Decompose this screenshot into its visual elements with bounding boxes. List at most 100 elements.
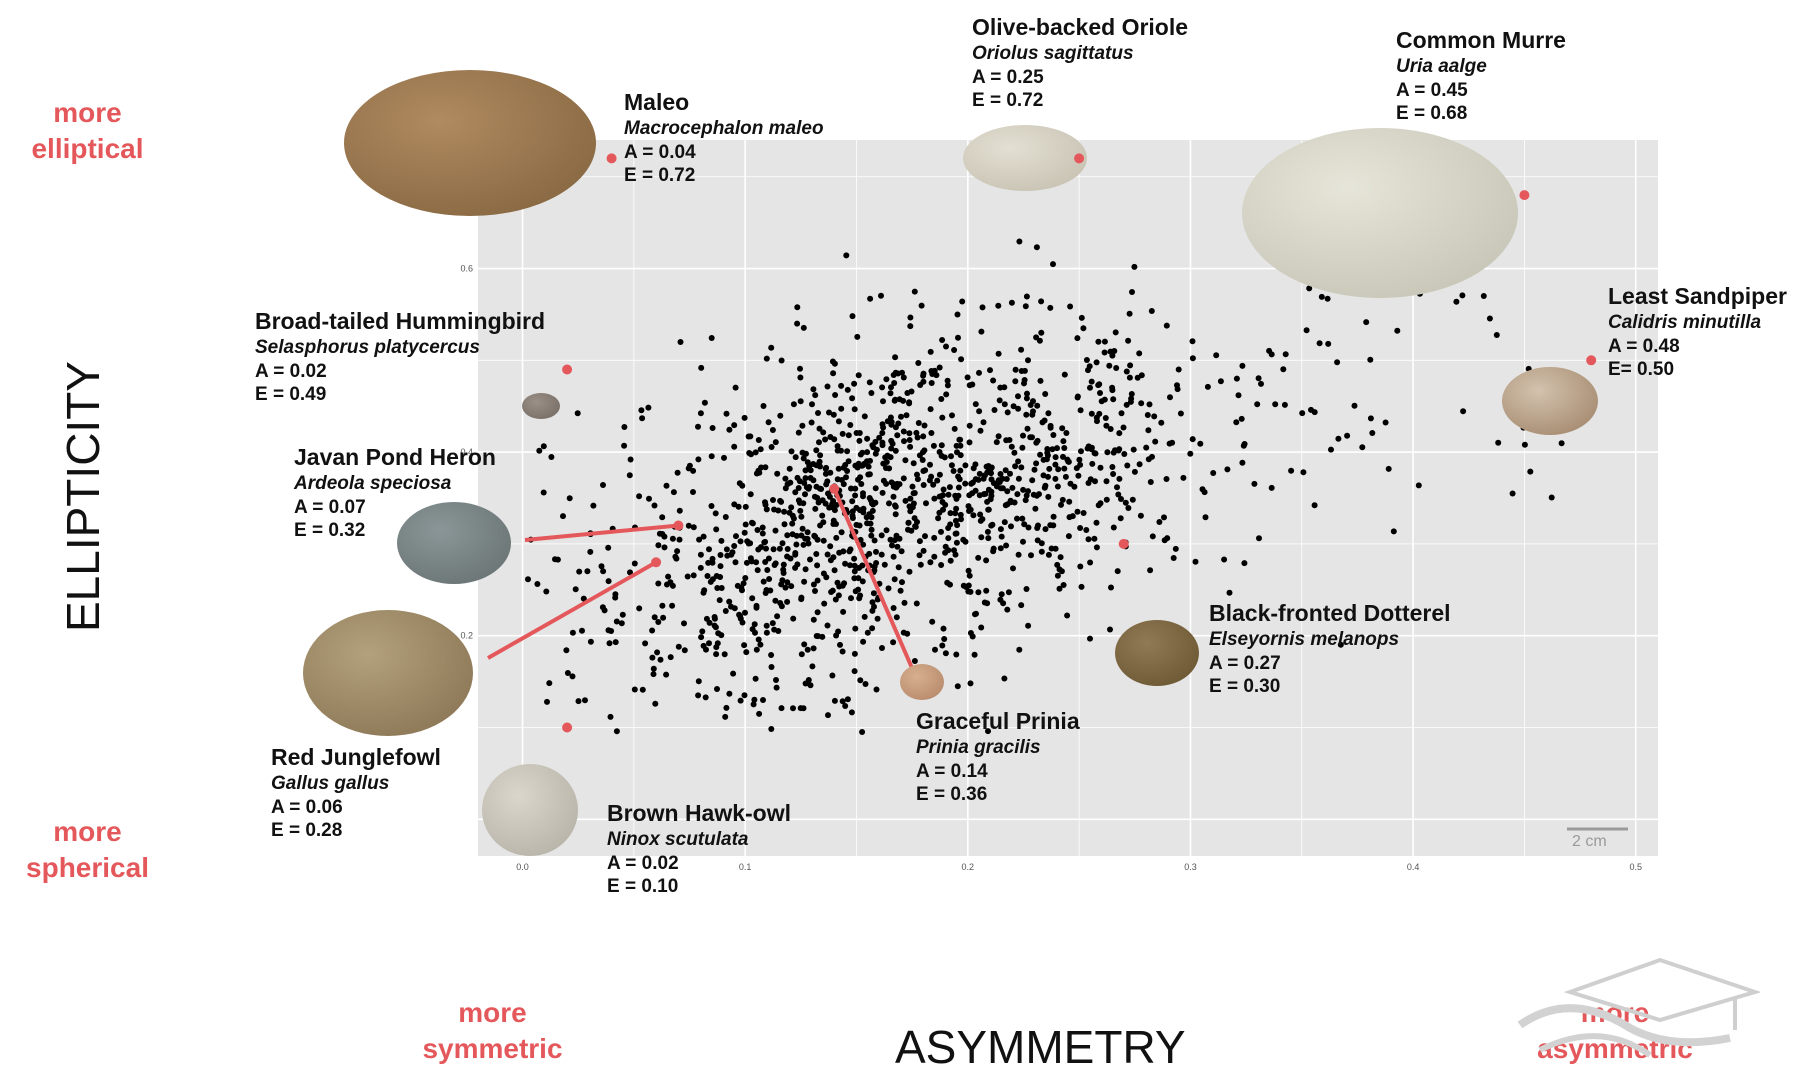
data-point	[918, 302, 925, 309]
data-point	[887, 414, 894, 421]
species-name: Broad-tailed Hummingbird	[255, 308, 546, 334]
leader-line	[832, 488, 914, 669]
data-point	[1382, 419, 1389, 426]
data-point	[663, 482, 670, 489]
data-point	[1020, 538, 1026, 545]
x-tick-label: 0.3	[1184, 862, 1197, 872]
data-point	[945, 547, 952, 554]
egg-image	[522, 393, 560, 419]
data-point	[951, 347, 958, 353]
data-point	[1093, 544, 1100, 551]
ellipticity-value: E = 0.36	[916, 784, 988, 806]
data-point	[1002, 467, 1009, 474]
data-point	[1114, 484, 1120, 491]
data-point	[701, 399, 708, 406]
data-point	[584, 568, 591, 575]
data-point	[817, 452, 824, 459]
y-tick-label: 0.2	[460, 631, 473, 641]
data-point	[1147, 567, 1154, 574]
data-point	[794, 320, 801, 327]
data-point	[965, 503, 972, 510]
data-point	[1192, 558, 1199, 565]
data-point	[1033, 244, 1040, 251]
data-point	[888, 445, 895, 452]
data-point	[1085, 480, 1092, 486]
data-point	[866, 550, 873, 557]
data-point	[954, 683, 961, 690]
data-point	[605, 627, 612, 634]
data-point	[631, 686, 638, 693]
data-point	[797, 507, 804, 514]
data-point	[580, 595, 587, 602]
data-point	[657, 656, 664, 663]
data-point	[1300, 469, 1307, 476]
data-point	[1092, 450, 1099, 457]
species-latin-name: Ninox scutulata	[607, 828, 749, 850]
data-point	[920, 372, 927, 379]
data-point	[696, 536, 703, 543]
data-point	[840, 548, 847, 555]
data-point	[1363, 319, 1370, 326]
data-point	[587, 638, 594, 645]
data-point	[1011, 449, 1018, 456]
data-point	[732, 559, 739, 566]
data-point	[1014, 515, 1020, 522]
data-point	[999, 485, 1006, 492]
data-point	[755, 546, 762, 553]
data-point	[598, 563, 605, 570]
data-point	[932, 646, 938, 653]
data-point	[855, 476, 861, 483]
data-point	[1335, 435, 1342, 442]
data-point	[910, 490, 917, 497]
data-point	[543, 588, 550, 595]
data-point	[807, 682, 814, 689]
data-point	[1030, 398, 1036, 405]
data-point	[1066, 498, 1073, 505]
species-name: Olive-backed Oriole	[972, 14, 1189, 40]
ellipticity-value: E = 0.68	[1396, 103, 1468, 125]
data-point	[713, 644, 720, 651]
data-point	[957, 467, 964, 474]
data-point	[914, 434, 921, 441]
data-point	[1130, 446, 1137, 453]
data-point	[951, 547, 957, 554]
data-point	[806, 484, 813, 490]
data-point	[920, 433, 927, 440]
data-point	[1258, 380, 1264, 387]
data-point	[952, 510, 959, 517]
data-point	[1064, 456, 1071, 463]
data-point	[871, 537, 878, 544]
data-point	[824, 551, 831, 558]
data-point	[646, 495, 652, 502]
data-point	[1328, 446, 1334, 453]
data-point	[1367, 415, 1374, 422]
data-point	[1061, 445, 1068, 451]
data-point	[953, 539, 960, 546]
data-point	[792, 454, 799, 461]
data-point	[704, 573, 711, 579]
data-point	[723, 704, 730, 711]
data-point	[713, 526, 720, 533]
data-point	[1122, 499, 1129, 506]
data-point	[997, 526, 1004, 533]
data-point	[1210, 470, 1217, 476]
data-point	[976, 408, 983, 415]
data-point	[1045, 473, 1051, 480]
data-point	[1113, 365, 1120, 371]
data-point	[895, 564, 902, 571]
data-point	[871, 603, 877, 610]
data-point	[1054, 483, 1061, 490]
data-point	[865, 463, 872, 470]
data-point	[947, 521, 954, 528]
data-point	[967, 680, 974, 687]
data-point	[990, 377, 997, 384]
data-point	[731, 543, 738, 549]
data-point	[788, 583, 795, 590]
asymmetry-value: A = 0.02	[255, 360, 327, 382]
data-point	[939, 499, 946, 505]
data-point	[787, 479, 794, 486]
data-point	[1047, 304, 1054, 311]
data-point	[890, 639, 897, 646]
data-point	[1145, 427, 1152, 434]
data-point	[944, 382, 951, 389]
